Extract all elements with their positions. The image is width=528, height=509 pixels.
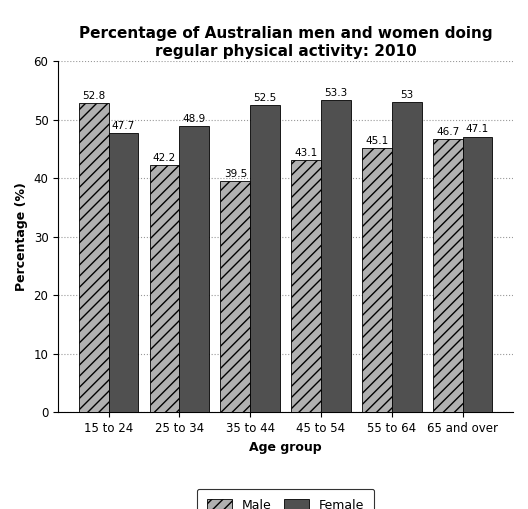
Text: 52.8: 52.8: [82, 91, 105, 101]
Bar: [180, 126, 209, 412]
Bar: [109, 133, 138, 412]
Bar: [250, 105, 280, 412]
Text: 53.3: 53.3: [324, 88, 347, 98]
Bar: [291, 160, 321, 412]
Bar: [392, 102, 421, 412]
Title: Percentage of Australian men and women doing
regular physical activity: 2010: Percentage of Australian men and women d…: [79, 26, 493, 59]
Bar: [79, 103, 109, 412]
Text: 46.7: 46.7: [436, 127, 459, 136]
Text: 53: 53: [400, 90, 413, 100]
Bar: [321, 100, 351, 412]
Text: 45.1: 45.1: [365, 136, 389, 146]
Text: 39.5: 39.5: [224, 169, 247, 179]
Bar: [149, 165, 180, 412]
Bar: [362, 148, 392, 412]
Text: 48.9: 48.9: [183, 114, 206, 124]
X-axis label: Age group: Age group: [249, 441, 322, 454]
Text: 52.5: 52.5: [253, 93, 277, 103]
Text: 47.1: 47.1: [466, 124, 489, 134]
Text: 47.7: 47.7: [112, 121, 135, 131]
Y-axis label: Percentage (%): Percentage (%): [15, 182, 28, 291]
Bar: [433, 139, 463, 412]
Legend: Male, Female: Male, Female: [197, 489, 374, 509]
Bar: [220, 181, 250, 412]
Bar: [463, 136, 492, 412]
Text: 43.1: 43.1: [295, 148, 318, 158]
Text: 42.2: 42.2: [153, 153, 176, 163]
